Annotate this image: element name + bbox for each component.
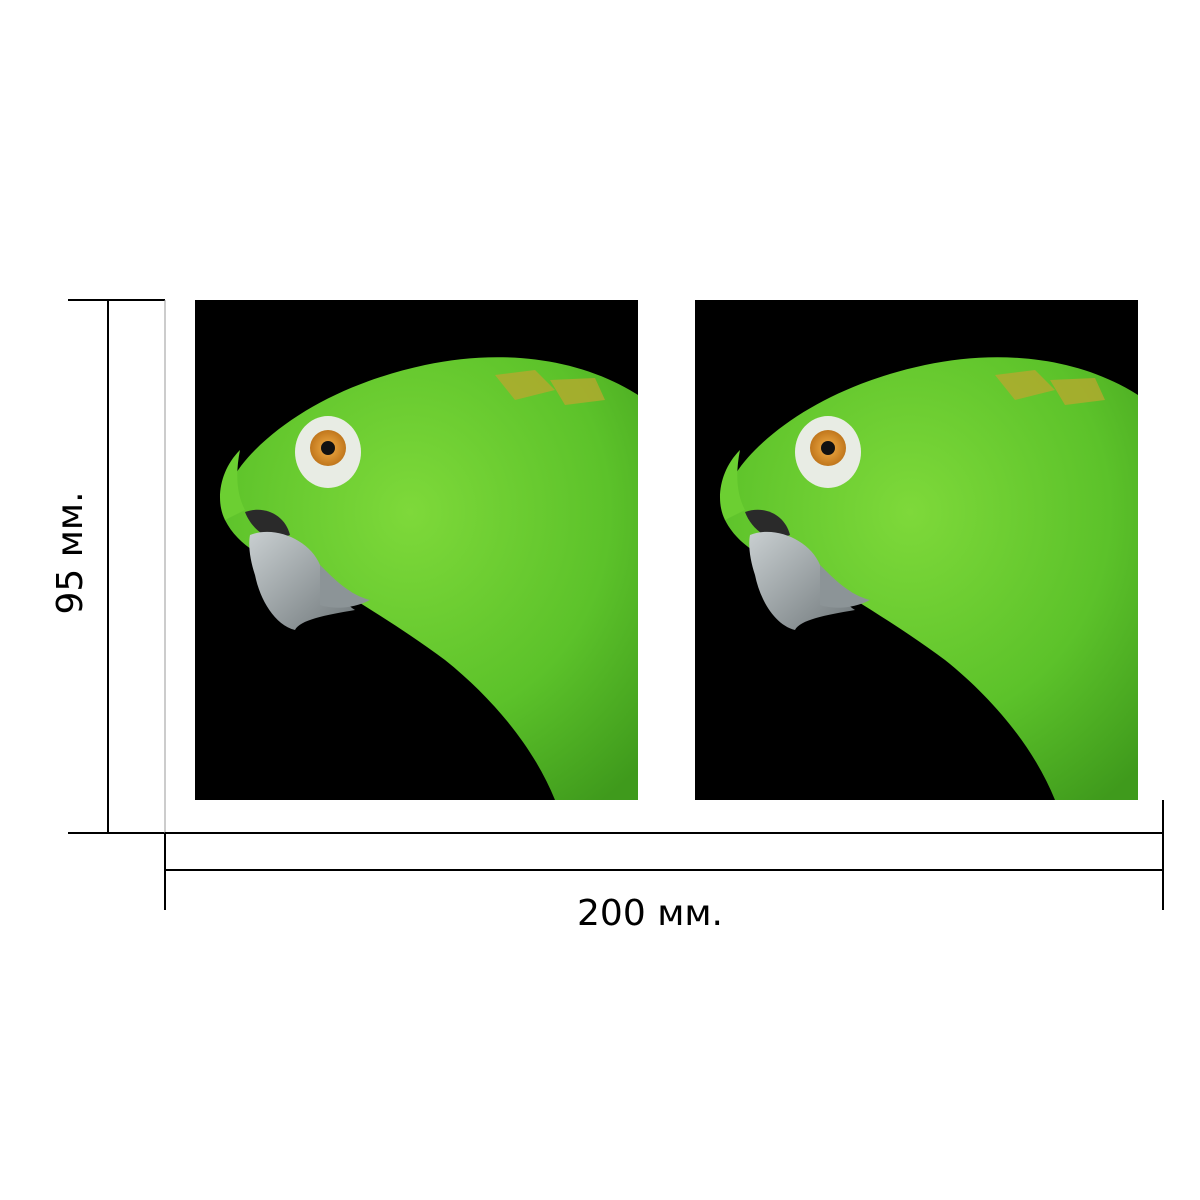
dimension-lines — [68, 299, 1164, 910]
width-label: 200 мм. — [577, 893, 723, 934]
product-image — [695, 300, 1138, 800]
product-image — [195, 300, 638, 800]
height-label: 95 мм. — [50, 491, 91, 614]
